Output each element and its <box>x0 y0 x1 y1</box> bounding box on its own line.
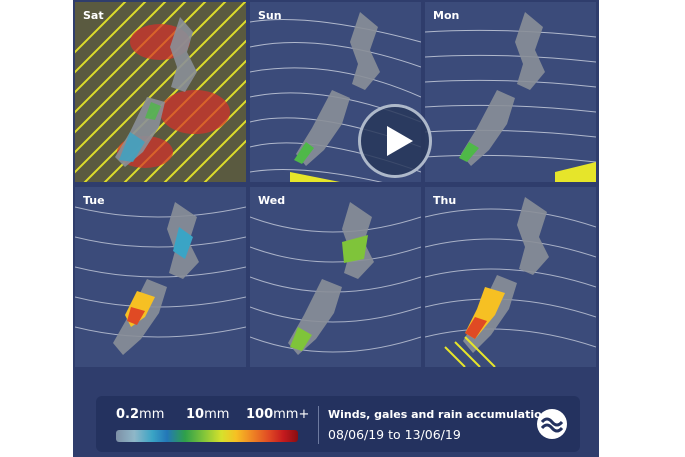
mon-map-graphic <box>425 2 596 182</box>
scale-label-max: 100mm+ <box>246 407 309 422</box>
thu-map-graphic <box>425 187 596 367</box>
forecast-frame: Sat Sun Mon <box>73 0 599 457</box>
panel-day-label: Sat <box>83 9 104 22</box>
metservice-logo-icon <box>537 409 567 439</box>
scale-min-unit: mm <box>139 407 165 422</box>
legend-panel: 0.2mm 10mm 100mm+ Winds, gales and rain … <box>96 396 580 452</box>
scale-label-min: 0.2mm <box>116 407 164 422</box>
panel-day-label: Thu <box>433 194 457 207</box>
scale-max-number: 100 <box>246 407 274 422</box>
sat-map-graphic <box>75 2 246 182</box>
forecast-panel-thu: Thu <box>425 187 596 367</box>
legend-date-range: 08/06/19 to 13/06/19 <box>328 427 461 442</box>
play-icon <box>387 126 413 156</box>
rain-color-scale <box>116 430 298 442</box>
legend-title: Winds, gales and rain accumulation <box>328 408 550 421</box>
scale-label-mid: 10mm <box>186 407 229 422</box>
wed-map-graphic <box>250 187 421 367</box>
scale-mid-unit: mm <box>204 407 230 422</box>
panel-day-label: Wed <box>258 194 286 207</box>
panel-day-label: Mon <box>433 9 460 22</box>
panel-day-label: Tue <box>83 194 105 207</box>
forecast-panel-wed: Wed <box>250 187 421 367</box>
scale-min-number: 0.2 <box>116 407 140 422</box>
forecast-panel-sat: Sat <box>75 2 246 182</box>
tue-map-graphic <box>75 187 246 367</box>
scale-max-unit: mm+ <box>273 407 310 422</box>
legend-divider <box>318 406 319 444</box>
forecast-panel-sun: Sun <box>250 2 421 182</box>
forecast-panel-tue: Tue <box>75 187 246 367</box>
scale-mid-number: 10 <box>186 407 205 422</box>
play-button[interactable] <box>358 104 432 178</box>
forecast-panel-mon: Mon <box>425 2 596 182</box>
panel-day-label: Sun <box>258 9 282 22</box>
